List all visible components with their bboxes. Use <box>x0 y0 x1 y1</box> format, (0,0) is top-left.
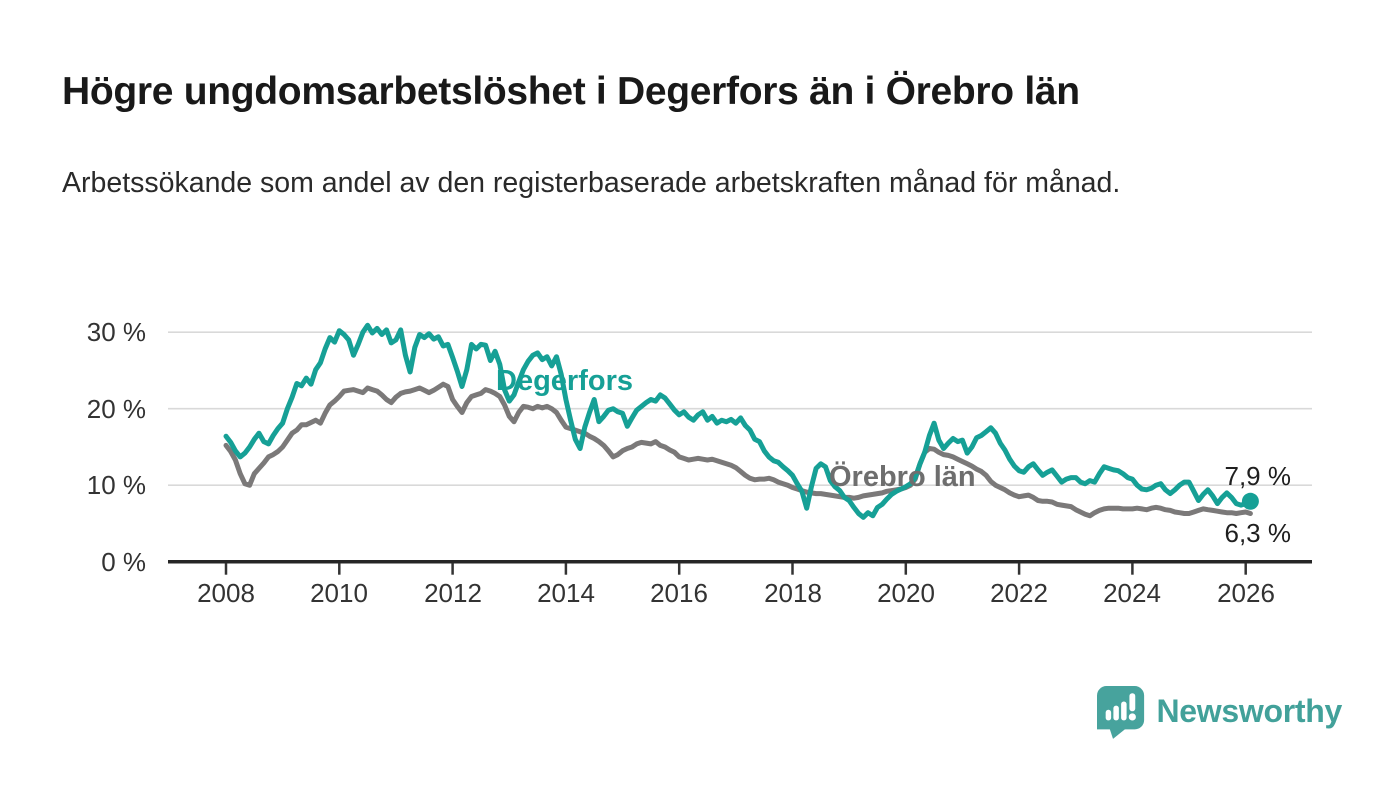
newsworthy-brand: Newsworthy <box>1096 684 1343 739</box>
page-title: Högre ungdomsarbetslöshet i Degerfors än… <box>62 70 1080 113</box>
y-axis-label: 0 % <box>101 546 146 577</box>
x-axis-label: 2020 <box>877 578 935 608</box>
y-axis-label: 20 % <box>86 393 146 424</box>
x-axis-label: 2010 <box>310 578 368 608</box>
x-axis-label: 2012 <box>424 578 482 608</box>
series-label-orebro-lan: Örebro län <box>829 461 976 493</box>
series-line--rebro-l-n <box>223 381 1253 519</box>
y-axis-label: 30 % <box>86 317 146 347</box>
series-label-degerfors: Degerfors <box>496 365 633 397</box>
x-axis-label: 2024 <box>1103 578 1161 608</box>
series-line-degerfors <box>223 322 1253 520</box>
newsworthy-logo-icon <box>1096 686 1144 739</box>
series-end-dot <box>1241 492 1259 510</box>
end-value-label-degerfors: 7,9 % <box>1224 461 1292 491</box>
x-axis-label: 2016 <box>650 578 708 608</box>
x-axis-label: 2018 <box>764 578 822 608</box>
y-axis-label: 10 % <box>86 470 146 500</box>
page-subtitle: Arbetssökande som andel av den registerb… <box>62 167 1121 199</box>
x-axis-label: 2014 <box>537 578 595 608</box>
x-axis-label: 2008 <box>197 578 255 608</box>
end-value-label-orebro-lan: 6,3 % <box>1224 518 1292 548</box>
x-axis-label: 2026 <box>1217 578 1275 608</box>
x-axis-label: 2022 <box>990 578 1048 608</box>
brand-name: Newsworthy <box>1156 693 1343 729</box>
